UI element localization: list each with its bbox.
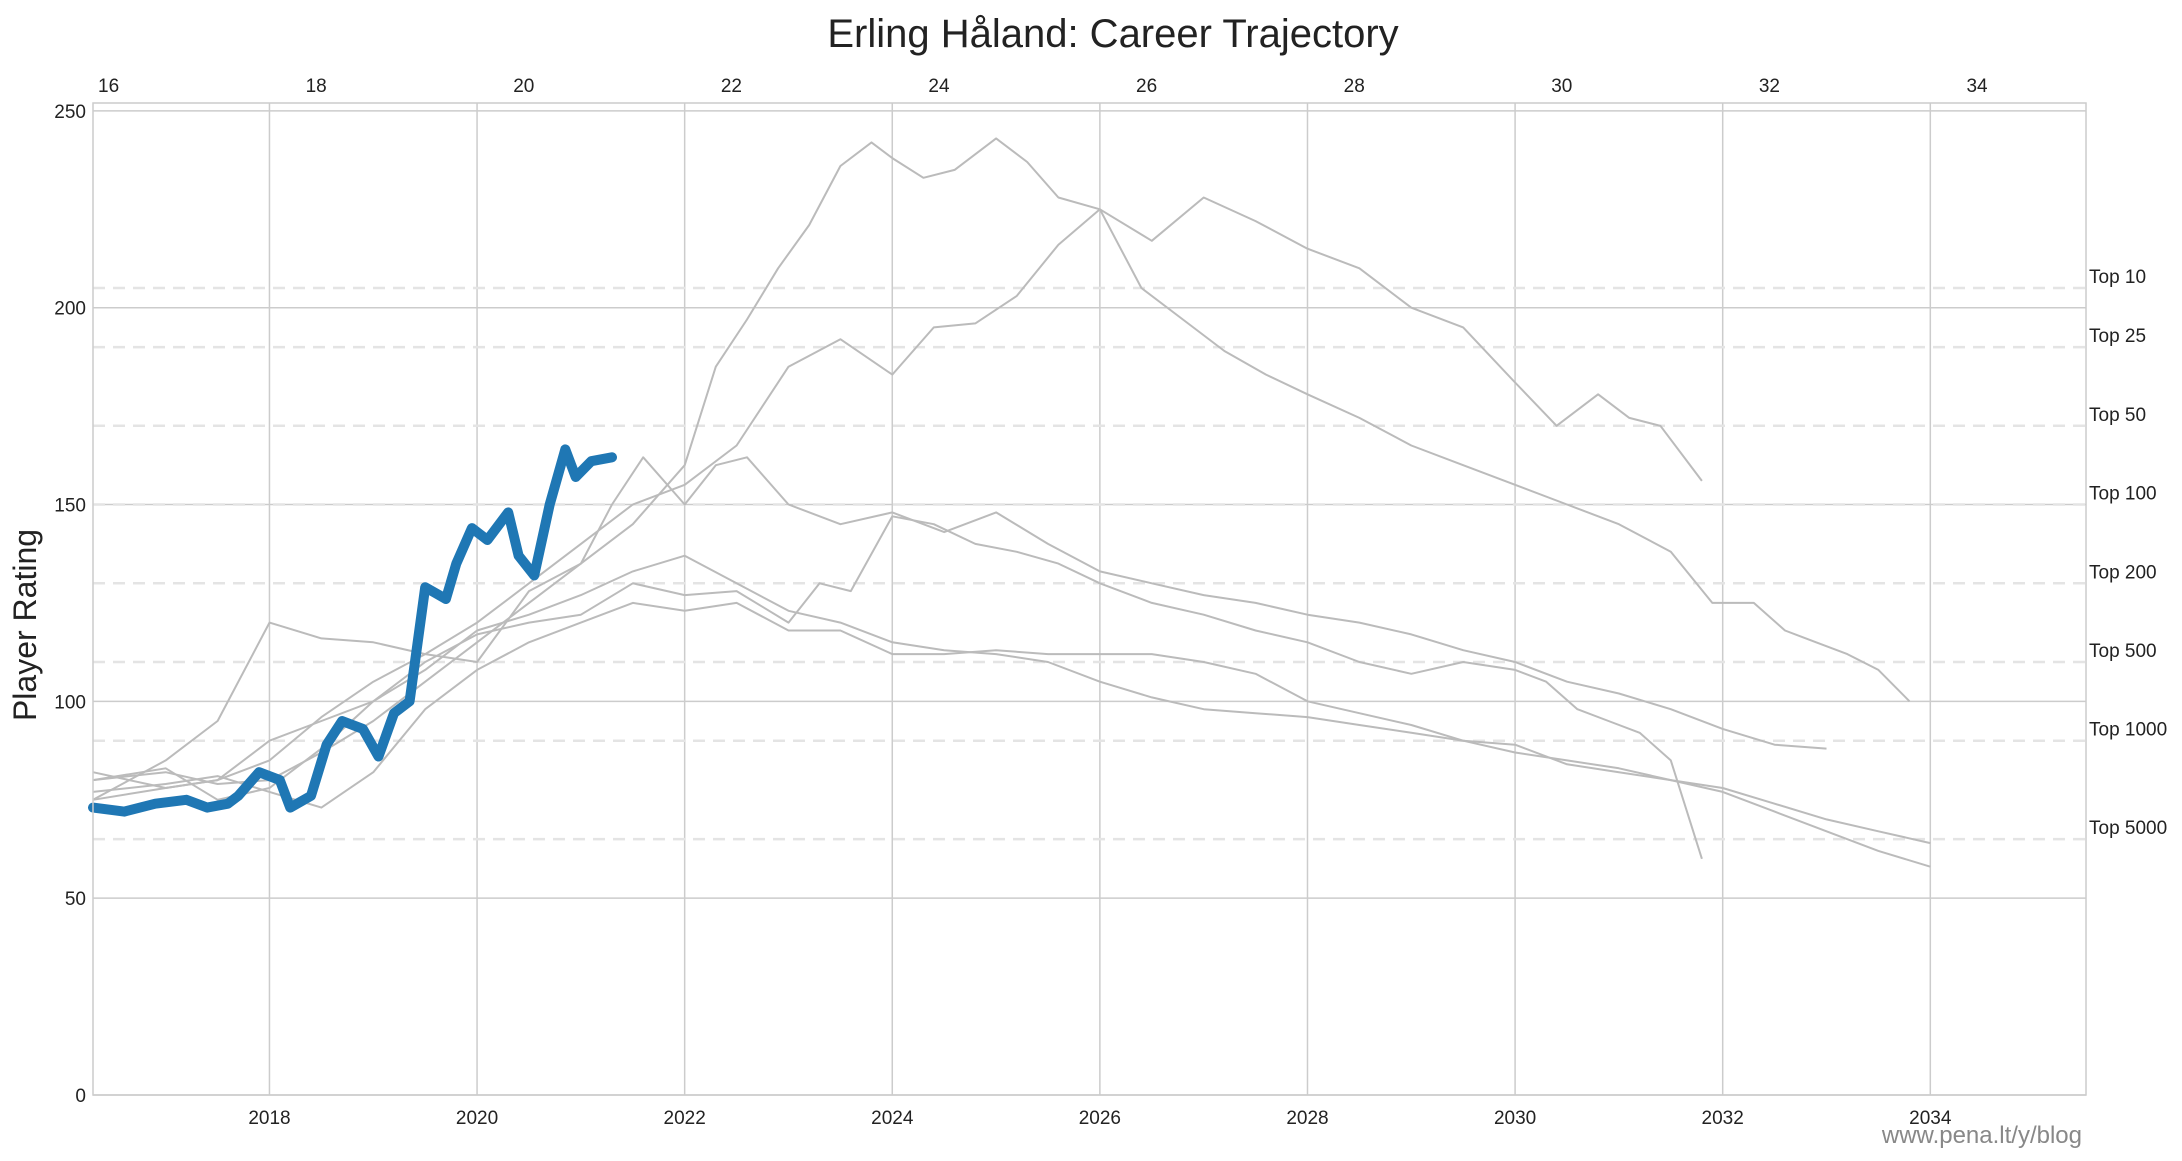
age-tick-label-18: 18 (306, 76, 327, 97)
age-tick-label-20: 20 (513, 76, 534, 97)
tier-label-4: Top 200 (2089, 562, 2157, 583)
age-tick-label-22: 22 (721, 76, 742, 97)
x-tick-label-2018: 2018 (248, 1108, 290, 1129)
y-tick-label-250: 250 (54, 102, 86, 123)
comparison-series-line-5 (92, 601, 1931, 868)
comparison-series-line-1 (92, 137, 1703, 785)
tier-label-6: Top 1000 (2089, 720, 2167, 741)
age-tick-label-34: 34 (1966, 76, 1988, 97)
tier-label-0: Top 10 (2089, 267, 2146, 288)
y-tick-label-100: 100 (54, 692, 86, 713)
x-tick-label-2022: 2022 (664, 1108, 706, 1129)
tier-label-1: Top 25 (2089, 326, 2146, 347)
comparison-series-line-4 (92, 554, 1931, 845)
comparison-series-line-2 (92, 208, 1911, 801)
x-tick-label-2030: 2030 (1494, 1108, 1536, 1129)
tier-label-7: Top 5000 (2089, 818, 2167, 839)
comparison-series-line-6 (92, 515, 1703, 860)
chart-title: Erling Håland: Career Trajectory (827, 12, 1398, 56)
tier-label-2: Top 50 (2089, 405, 2146, 426)
x-tick-label-2020: 2020 (456, 1108, 498, 1129)
y-tick-label-50: 50 (65, 889, 86, 910)
age-tick-label-16: 16 (98, 76, 119, 97)
age-tick-label-32: 32 (1759, 76, 1780, 97)
age-tick-label-30: 30 (1551, 76, 1572, 97)
x-tick-label-2034: 2034 (1909, 1108, 1952, 1129)
y-tick-label-0: 0 (75, 1086, 86, 1107)
x-tick-label-2028: 2028 (1286, 1108, 1328, 1129)
grid-layer (93, 103, 2086, 1096)
y-axis-label: Player Rating (7, 529, 43, 721)
main-series-layer (88, 444, 617, 817)
comparison-series-line-3 (92, 456, 1827, 801)
x-tick-label-2026: 2026 (1079, 1108, 1121, 1129)
tier-label-3: Top 100 (2089, 484, 2157, 505)
tier-label-5: Top 500 (2089, 641, 2157, 662)
tier-lines-layer: Top 10 Top 25 Top 50 Top 100 Top 200 Top 500 T… (93, 267, 2167, 841)
comparison-series-layer (92, 137, 1931, 868)
watermark-text: www.pena.lt/y/blog (1881, 1122, 2082, 1149)
plot-frame (92, 102, 2087, 1096)
age-tick-label-28: 28 (1344, 76, 1365, 97)
axes-layer: 2018 2020 2022 2024 2026 2028 2030 2032 20340501… (54, 76, 2087, 1129)
age-tick-label-24: 24 (928, 76, 950, 97)
x-tick-label-2032: 2032 (1702, 1108, 1744, 1129)
main-series-line (88, 444, 617, 817)
x-tick-label-2024: 2024 (871, 1108, 914, 1129)
y-tick-label-200: 200 (54, 299, 86, 320)
y-tick-label-150: 150 (54, 496, 86, 517)
age-tick-label-26: 26 (1136, 76, 1157, 97)
